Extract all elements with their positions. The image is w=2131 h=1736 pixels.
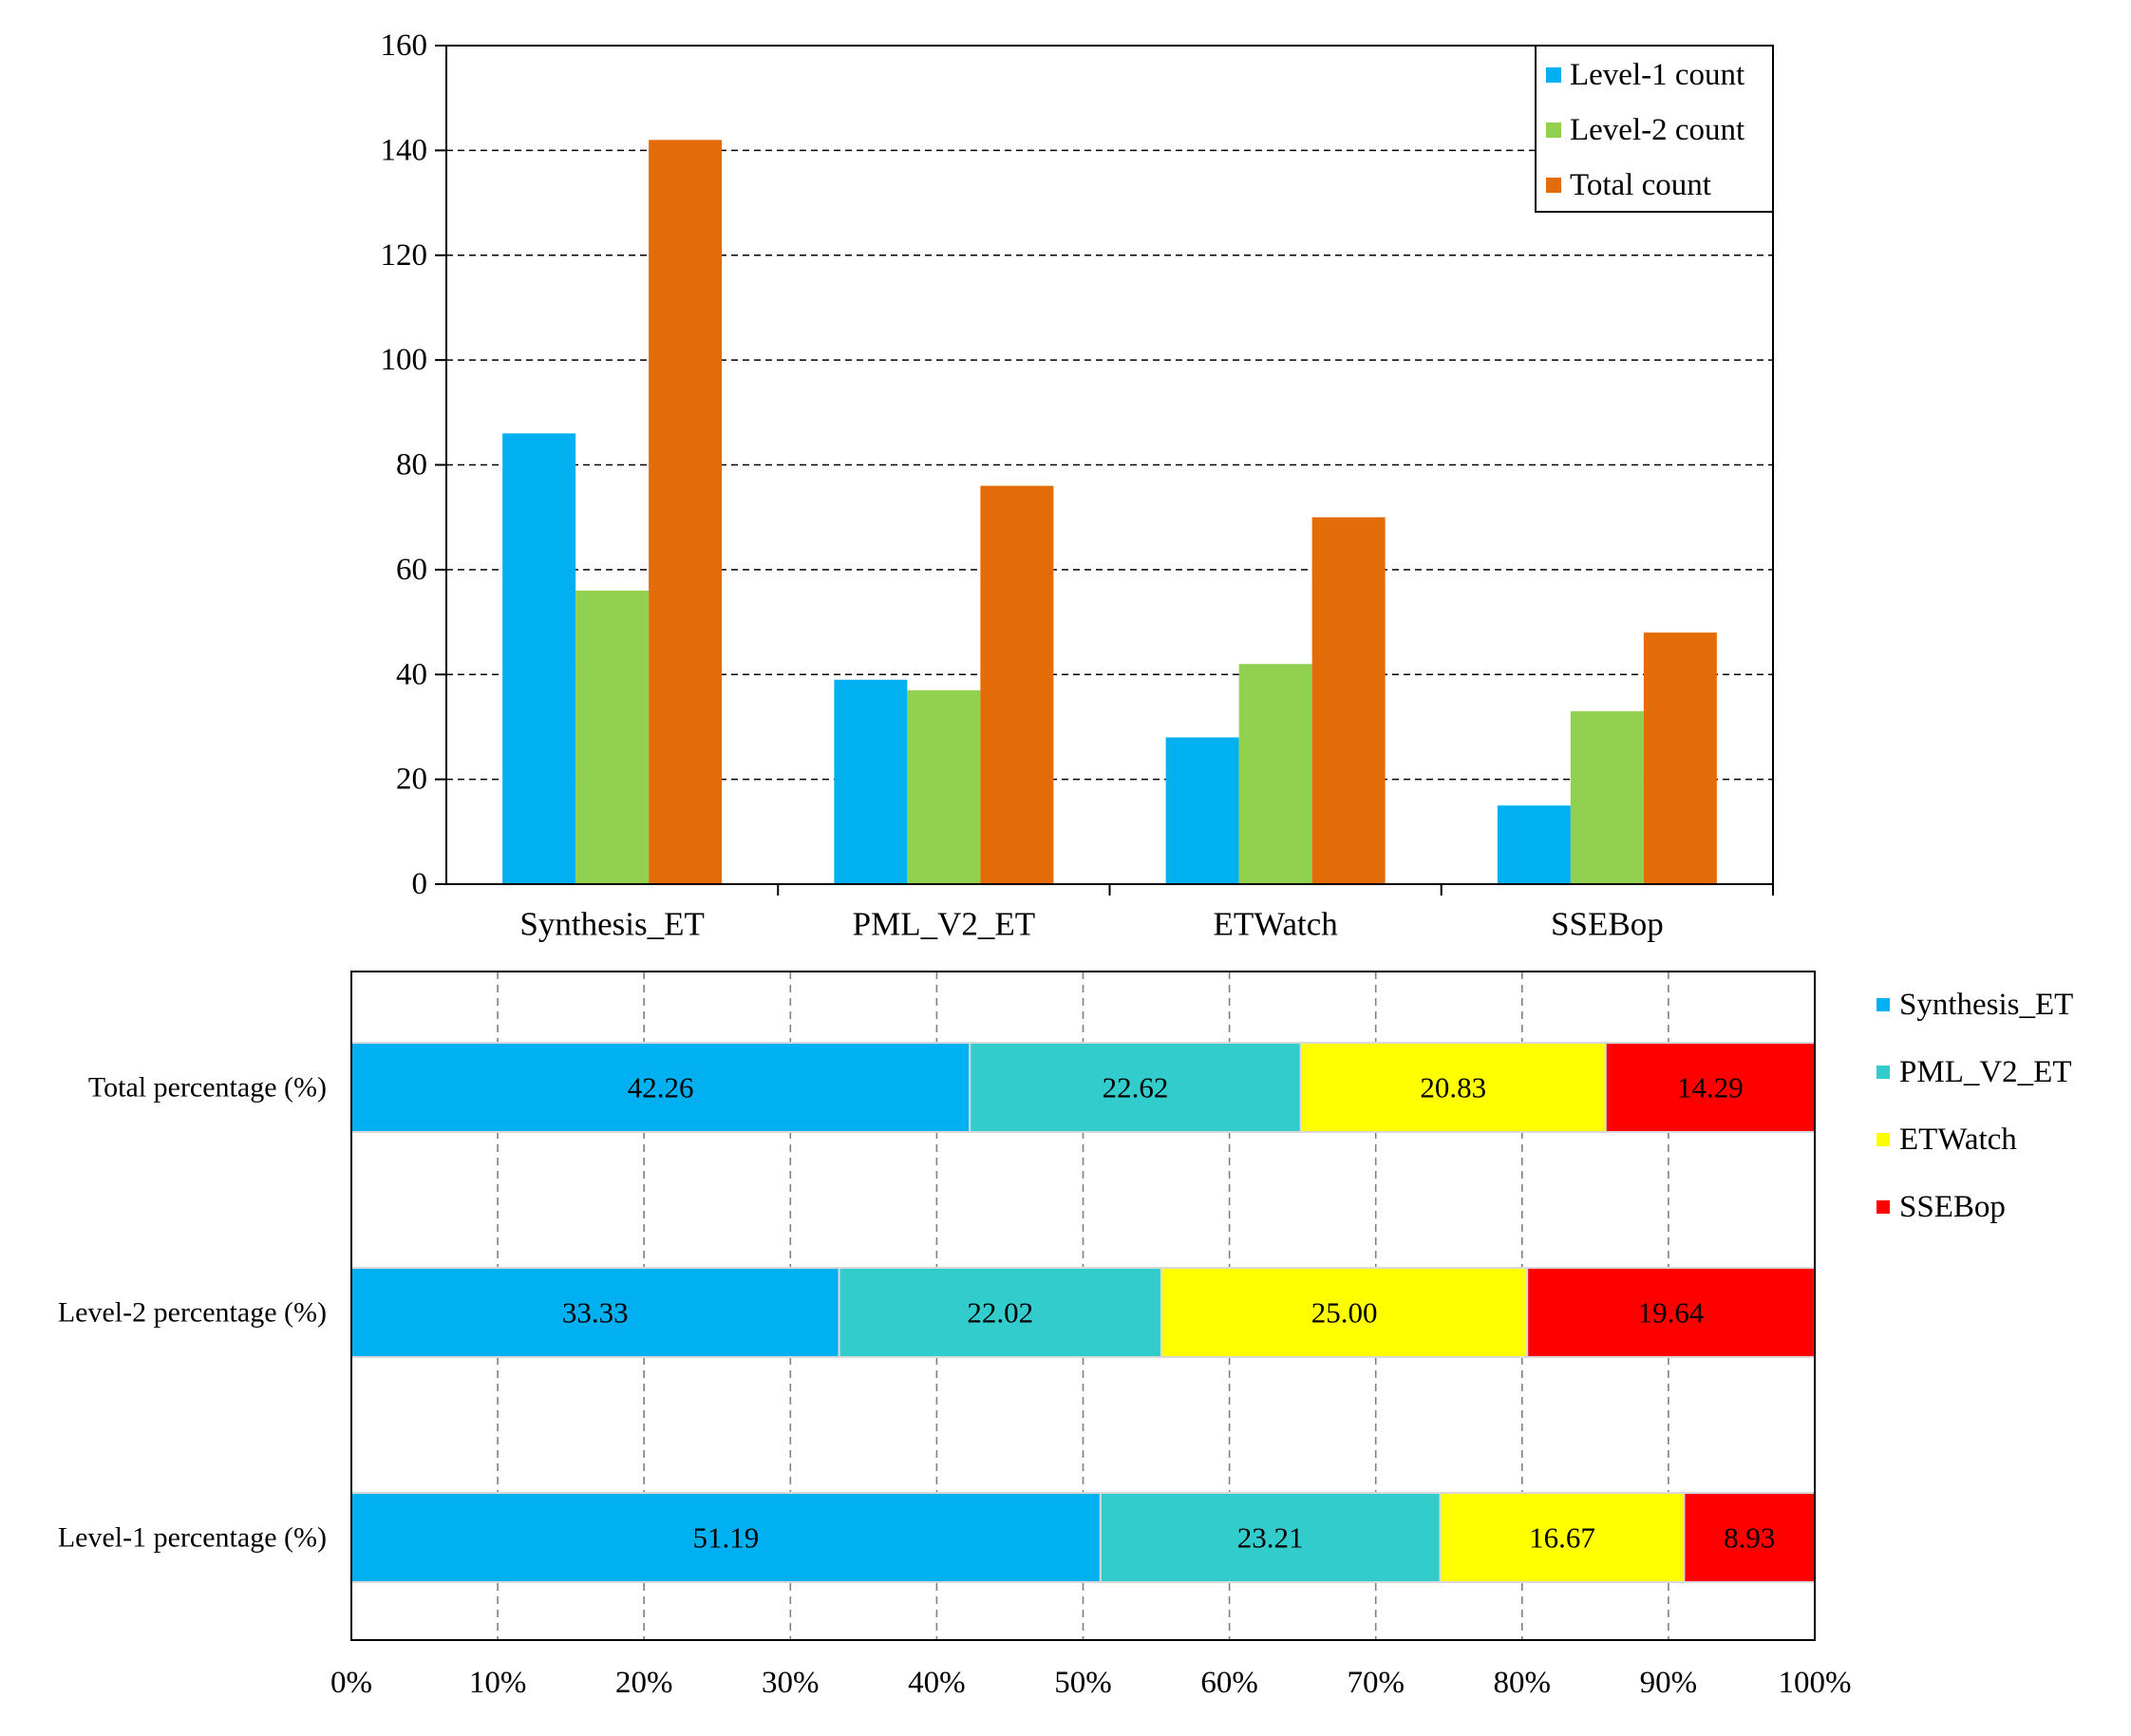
segment-data-label: 23.21 [1237,1521,1304,1555]
segment-synthesis-et-row-2 [350,1492,1102,1583]
segment-synthesis-et-row-1 [350,1267,840,1358]
legend: Synthesis_ET PML_V2_ET ETWatch SSEBop [1876,988,2073,1224]
legend-swatch-total-count [1546,178,1561,193]
y-tick-label: 0 [412,867,428,901]
legend-label: ETWatch [1899,1123,2017,1157]
legend: Level-1 count Level-2 count Total count [1535,45,1774,213]
y-tick-label: 40 [396,657,427,691]
legend-label: Level-1 count [1570,58,1744,92]
segment-data-label: 8.93 [1724,1521,1775,1555]
segment-pml-v2-et-row-1 [838,1267,1162,1358]
segment-data-label: 14.29 [1677,1071,1744,1104]
legend-label: PML_V2_ET [1899,1055,2072,1089]
row-category-label: Level-1 percentage (%) [58,1522,327,1554]
segment-etwatch-row-1 [1160,1267,1529,1358]
x-tick-label: 100% [1779,1666,1852,1700]
legend-swatch-ssebop [1876,1200,1890,1214]
segment-ssebop-row-1 [1526,1267,1816,1358]
bar-total-count-etwatch [1311,517,1386,884]
legend-swatch-level-1-count [1546,67,1561,83]
y-tick-label: 120 [381,238,428,273]
segment-data-label: 51.19 [693,1521,760,1555]
x-tick-label: 90% [1640,1666,1698,1700]
segment-data-label: 16.67 [1529,1521,1595,1555]
plot-area-border [445,45,1774,885]
x-tick-label: 20% [615,1666,673,1700]
bar-total-count-pml-v2-et [980,485,1054,884]
segment-etwatch-row-2 [1439,1492,1686,1583]
bar-level-1-count-etwatch [1165,737,1239,884]
bar-total-count-synthesis-et [649,140,723,884]
y-tick-label: 160 [381,28,428,63]
bar-level-2-count-synthesis-et [575,590,650,884]
segment-data-label: 42.26 [628,1071,694,1104]
segment-data-label: 20.83 [1420,1071,1486,1104]
bar-level-2-count-etwatch [1238,664,1312,884]
segment-ssebop-row-0 [1604,1042,1817,1133]
y-tick-label: 80 [396,448,427,482]
bar-level-2-count-pml-v2-et [907,689,981,884]
x-tick-label: 70% [1347,1666,1405,1700]
segment-data-label: 19.64 [1638,1296,1705,1330]
legend-swatch-synthesis-et [1876,998,1890,1011]
segment-data-label: 22.62 [1103,1071,1169,1104]
x-category-label: PML_V2_ET [853,906,1036,943]
legend-box [1535,45,1774,213]
x-category-label: Synthesis_ET [519,906,704,943]
y-tick-label: 20 [396,763,427,797]
segment-data-label: 33.33 [562,1296,629,1330]
legend-label: SSEBop [1899,1190,2006,1224]
plot-area-border [350,971,1816,1641]
x-tick-label: 60% [1200,1666,1258,1700]
legend-swatch-level-2-count [1546,123,1561,138]
segment-data-label: 25.00 [1311,1296,1378,1330]
legend-label: Level-2 count [1570,113,1744,147]
count-bar-chart: 0 20 40 60 80 100 120 140 160 Synthesis_ET PML_V2_… [381,28,1774,943]
x-tick-label: 80% [1494,1666,1552,1700]
x-tick-label: 50% [1054,1666,1112,1700]
x-category-label: SSEBop [1551,906,1664,943]
legend-label: Synthesis_ET [1899,988,2073,1022]
segment-pml-v2-et-row-0 [969,1042,1302,1133]
bar-level-2-count-ssebop [1570,710,1644,884]
y-tick-label: 100 [381,343,428,377]
segment-ssebop-row-2 [1683,1492,1816,1583]
bar-level-1-count-synthesis-et [502,433,576,884]
segment-etwatch-row-0 [1299,1042,1607,1133]
x-tick-label: 30% [762,1666,820,1700]
x-tick-label: 40% [908,1666,966,1700]
x-tick-label: 0% [330,1666,372,1700]
y-tick-label: 140 [381,133,428,167]
row-category-label: Total percentage (%) [88,1072,327,1104]
legend-swatch-etwatch [1876,1133,1890,1146]
bar-level-1-count-ssebop [1497,805,1571,884]
legend-swatch-pml-v2-et [1876,1066,1890,1079]
segment-pml-v2-et-row-2 [1099,1492,1442,1583]
bar-level-1-count-pml-v2-et [834,679,908,884]
segment-synthesis-et-row-0 [350,1042,971,1133]
y-tick-label: 60 [396,553,427,587]
row-category-label: Level-2 percentage (%) [58,1297,327,1329]
x-category-label: ETWatch [1213,906,1338,943]
segment-data-label: 22.02 [967,1296,1033,1330]
bar-total-count-ssebop [1643,632,1717,884]
legend-label: Total count [1570,168,1711,202]
percentage-stacked-bar-chart: 0% 10% 20% 30% 40% 50% 60% 70% 80% 90% 100% 42.26 22… [58,971,2073,1700]
x-tick-label: 10% [469,1666,527,1700]
